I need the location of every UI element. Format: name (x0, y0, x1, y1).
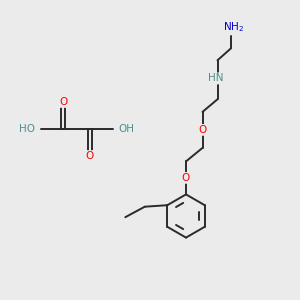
Text: NH$_2$: NH$_2$ (224, 20, 244, 34)
Text: O: O (182, 173, 190, 183)
Text: O: O (86, 151, 94, 161)
Text: O: O (59, 97, 67, 107)
Text: HN: HN (208, 73, 224, 83)
Text: O: O (198, 125, 207, 135)
Text: HO: HO (19, 124, 34, 134)
Text: OH: OH (118, 124, 134, 134)
